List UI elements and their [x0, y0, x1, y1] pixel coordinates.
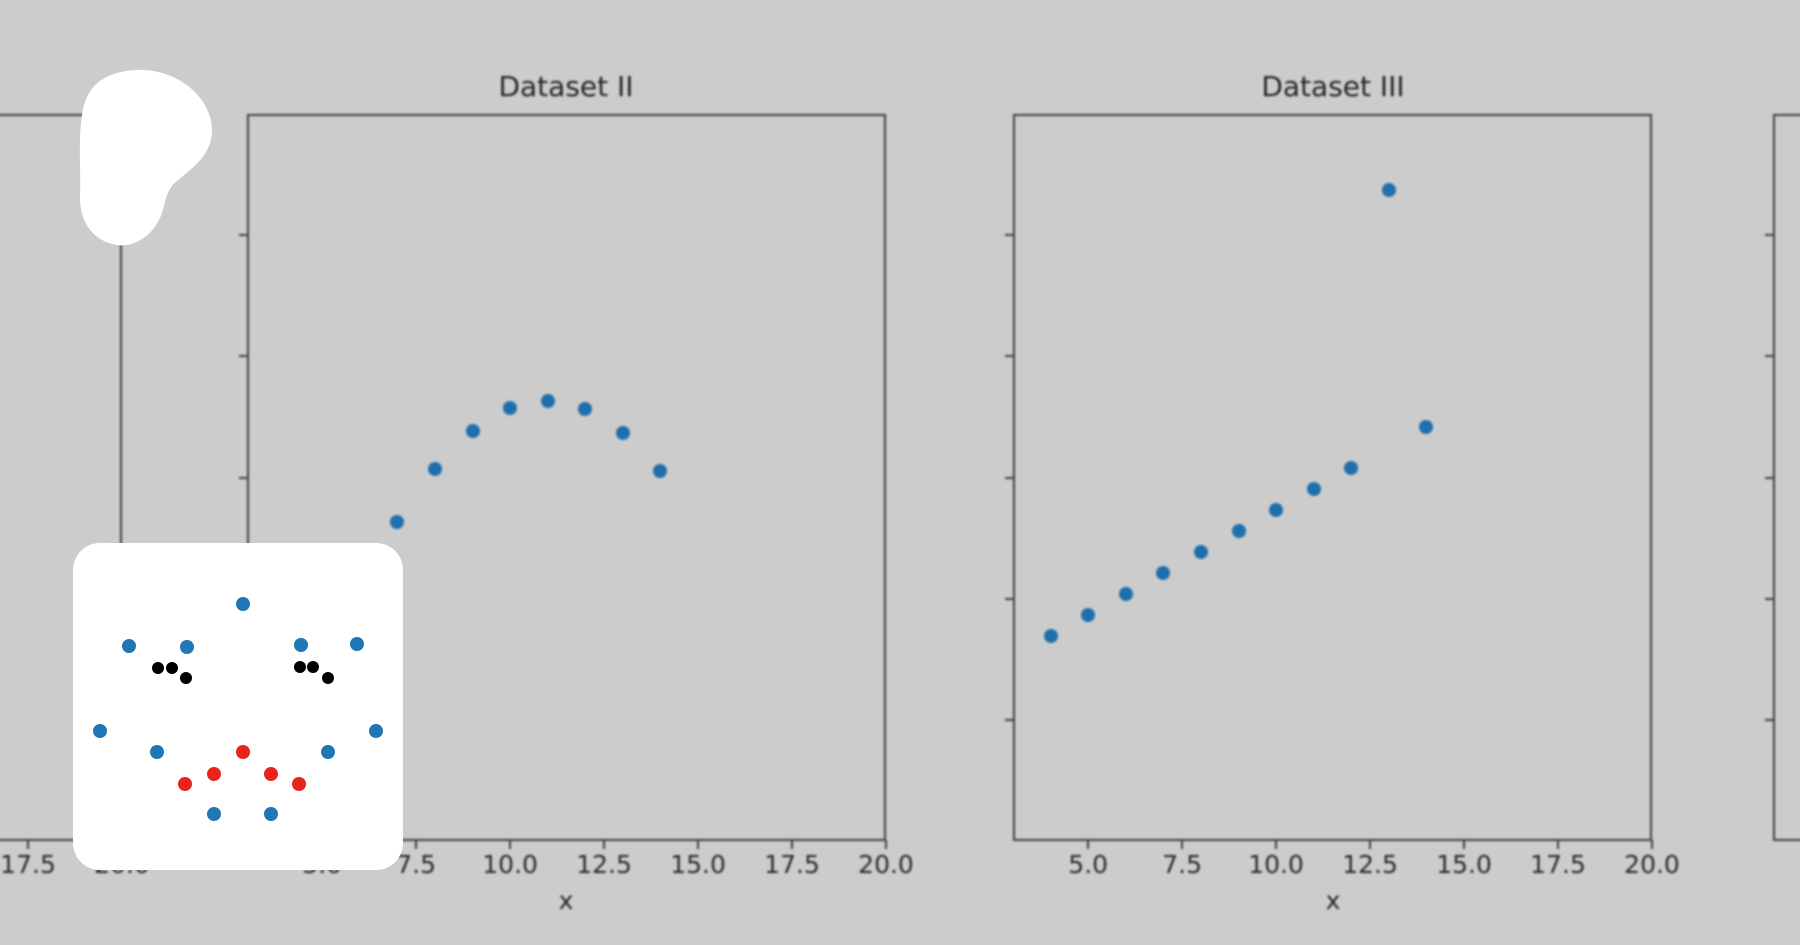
- x-axis-label-dataset-3: x: [1325, 886, 1341, 915]
- face-dot-blue: [122, 639, 136, 653]
- x-tick-mark: [509, 840, 512, 849]
- x-tick-mark: [1557, 840, 1560, 849]
- scatter-point: [465, 423, 480, 438]
- scatter-point: [1419, 419, 1434, 434]
- x-tick-label: 10.0: [482, 850, 538, 879]
- face-dot-red: [178, 777, 192, 791]
- face-sticker-overlay: [73, 543, 403, 870]
- scatter-point: [427, 462, 442, 477]
- y-tick-mark: [1005, 234, 1014, 237]
- x-tick-label: 17.5: [764, 850, 820, 879]
- y-tick-mark: [239, 355, 248, 358]
- x-tick-label: 15.0: [1436, 850, 1492, 879]
- x-tick-label: 12.5: [1342, 850, 1398, 879]
- scatter-point: [1231, 524, 1246, 539]
- x-axis-label-dataset-2: x: [558, 886, 574, 915]
- scatter-point: [1344, 461, 1359, 476]
- face-dot-black: [166, 662, 178, 674]
- x-tick-mark: [1275, 840, 1278, 849]
- x-tick-mark: [603, 840, 606, 849]
- face-dot-blue: [369, 724, 383, 738]
- panel-dataset-3: [1013, 114, 1652, 841]
- face-dot-blue: [264, 807, 278, 821]
- x-tick-label: 5.0: [1068, 850, 1109, 879]
- panel-dataset-1: [0, 114, 122, 841]
- panel-dataset-4: [1773, 114, 1800, 841]
- x-tick-mark: [27, 840, 30, 849]
- y-tick-mark: [1005, 476, 1014, 479]
- face-dot-blue: [93, 724, 107, 738]
- x-tick-label: 10.0: [1248, 850, 1304, 879]
- y-tick-mark: [1005, 597, 1014, 600]
- x-tick-label: 7.5: [396, 850, 437, 879]
- x-tick-mark: [885, 840, 887, 849]
- y-tick-mark: [239, 476, 248, 479]
- panel-title-dataset-2: Dataset II: [498, 70, 634, 103]
- scatter-point: [653, 464, 668, 479]
- face-dot-black: [307, 661, 319, 673]
- face-dot-blue: [236, 597, 250, 611]
- face-dot-blue: [207, 807, 221, 821]
- x-tick-mark: [1651, 840, 1653, 849]
- x-tick-label: 17.5: [1530, 850, 1586, 879]
- scatter-point: [1193, 545, 1208, 560]
- scatter-point: [1118, 586, 1133, 601]
- y-tick-mark: [1765, 476, 1774, 479]
- face-dot-black: [322, 672, 334, 684]
- scatter-point: [615, 425, 630, 440]
- y-tick-mark: [1005, 355, 1014, 358]
- face-dot-black: [294, 661, 306, 673]
- face-dot-red: [236, 745, 250, 759]
- face-dot-blue: [321, 745, 335, 759]
- face-dot-black: [180, 672, 192, 684]
- scatter-point: [390, 515, 405, 530]
- x-tick-mark: [1369, 840, 1372, 849]
- x-tick-label: 12.5: [576, 850, 632, 879]
- x-tick-mark: [415, 840, 418, 849]
- x-tick-label: 20.0: [1624, 850, 1680, 879]
- x-tick-label: 15.0: [670, 850, 726, 879]
- y-tick-mark: [239, 234, 248, 237]
- x-tick-mark: [791, 840, 794, 849]
- x-tick-label: 7.5: [1162, 850, 1203, 879]
- face-dot-blue: [350, 637, 364, 651]
- scatter-point: [1081, 608, 1096, 623]
- face-dot-red: [207, 767, 221, 781]
- y-tick-mark: [1765, 355, 1774, 358]
- scatter-point: [1306, 482, 1321, 496]
- white-blob-overlay: [79, 69, 213, 246]
- scatter-point: [540, 394, 555, 409]
- face-dot-red: [264, 767, 278, 781]
- scatter-point: [578, 402, 593, 417]
- face-dot-blue: [150, 745, 164, 759]
- scatter-point: [503, 401, 518, 416]
- face-dot-red: [292, 777, 306, 791]
- y-tick-mark: [1765, 234, 1774, 237]
- y-tick-mark: [1765, 718, 1774, 721]
- scatter-point: [1043, 628, 1058, 643]
- y-tick-mark: [1005, 718, 1014, 721]
- x-tick-mark: [1087, 840, 1090, 849]
- face-dot-black: [152, 662, 164, 674]
- x-tick-label: 17.5: [0, 850, 56, 879]
- y-tick-mark: [1765, 597, 1774, 600]
- x-tick-mark: [1181, 840, 1184, 849]
- scatter-point: [1156, 566, 1171, 581]
- panel-title-dataset-3: Dataset III: [1261, 70, 1405, 103]
- x-tick-mark: [1463, 840, 1466, 849]
- x-tick-mark: [697, 840, 700, 849]
- x-tick-label: 20.0: [858, 850, 914, 879]
- scatter-point: [1381, 183, 1396, 198]
- face-dot-blue: [180, 640, 194, 654]
- face-dot-blue: [294, 638, 308, 652]
- scatter-point: [1269, 503, 1284, 518]
- panel-dataset-2: [247, 114, 886, 841]
